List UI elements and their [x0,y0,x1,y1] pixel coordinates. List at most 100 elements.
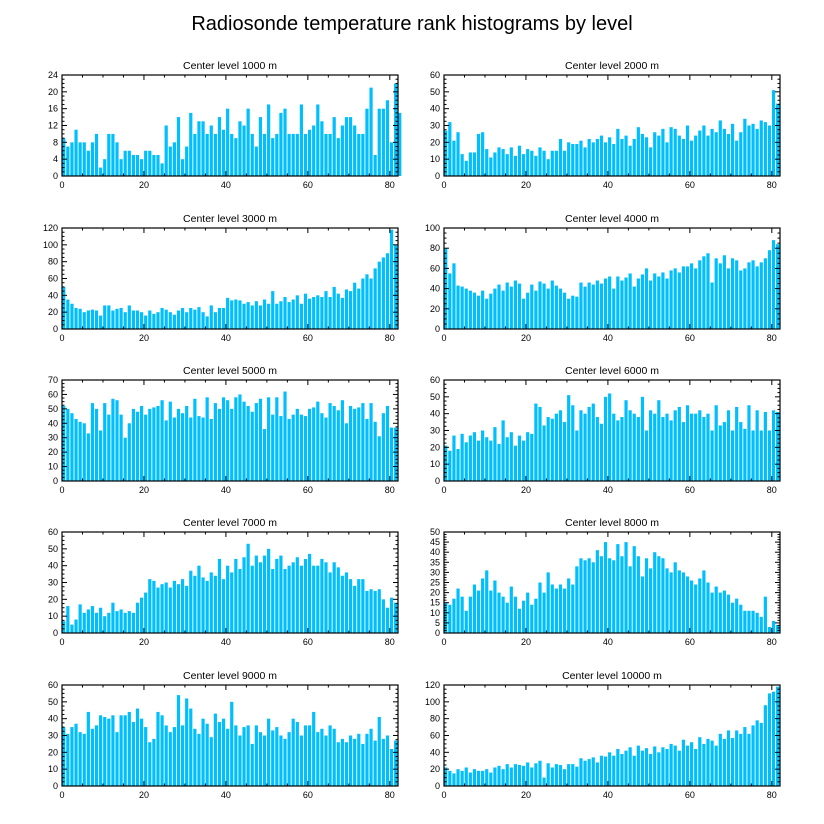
bar [603,142,608,176]
bar [279,301,283,329]
bar [209,125,213,176]
bar [476,133,481,176]
bar [624,750,628,786]
bar [640,396,645,481]
bar [690,413,694,481]
bar [755,128,759,176]
bar [344,742,349,786]
bar [755,612,759,633]
bar [340,400,344,481]
bar [550,280,554,329]
bar [562,292,567,329]
bar [735,730,739,786]
bar [115,400,119,481]
bar [320,558,324,633]
bar [726,268,731,329]
bar [258,305,263,329]
bar [690,580,694,633]
bar [575,766,579,786]
bar [718,120,722,176]
bar [160,400,164,481]
bar [377,436,381,481]
bar [230,572,234,633]
bar [653,746,657,786]
bar [767,430,772,481]
bar [267,397,271,481]
bar [299,565,304,633]
bar [661,272,665,329]
bar [135,411,140,481]
bar [591,142,595,176]
y-tick-label: 30 [48,731,58,741]
bar [180,579,185,633]
bar [365,418,369,481]
y-tick-label: 10 [430,154,440,164]
bar [620,556,624,633]
bar [526,149,530,176]
bar [481,578,485,633]
panel-9: Center level 9000 m 0 10 20 30 40 50 60 0 20 40 60 8… [48,670,399,800]
bar [82,142,86,176]
y-tick-label: 30 [48,433,58,443]
bar [677,272,681,329]
bar [78,421,82,481]
bar [460,154,464,176]
bar [735,140,739,176]
bar [509,432,513,481]
bar [336,138,340,177]
bar [385,405,390,481]
bar [776,411,780,481]
bar [70,303,74,329]
bar [747,405,751,481]
bar [180,413,185,481]
bar [344,423,349,481]
bar [353,408,357,481]
x-tick-label: 40 [221,180,231,190]
bar [640,133,645,176]
bar [66,733,70,786]
bar [669,270,673,329]
bar [209,572,213,633]
panel-title: Center level 4000 m [565,213,659,225]
bar [706,738,710,786]
bar [763,705,767,786]
bar [730,258,735,329]
bar [538,147,542,176]
bar [599,755,604,786]
bar [152,738,156,786]
bar [254,146,258,176]
panel-title: Center level 7000 m [183,517,277,529]
bar [755,720,759,786]
bar [123,715,127,786]
bar [456,588,460,633]
x-tick-label: 0 [59,180,64,190]
y-tick-label: 10 [430,459,440,469]
bar [176,310,181,329]
bar [603,278,608,329]
bar [554,150,558,176]
x-tick-label: 40 [603,485,613,495]
bar [246,108,250,176]
bar [365,733,369,786]
bar [361,403,365,481]
bar [587,406,591,481]
bar [295,557,299,633]
bar [624,277,628,329]
bar [583,413,587,481]
bar [246,302,250,329]
bar [616,748,620,786]
bar [107,414,111,481]
bar [389,229,394,329]
bar [197,416,201,481]
bar [489,772,493,786]
bar [763,411,767,481]
bar [517,608,522,633]
bar [497,765,501,786]
bar [628,145,632,176]
bar [620,754,624,786]
y-tick-label: 20 [430,442,440,452]
x-tick-label: 20 [521,333,531,343]
bar [722,128,726,176]
bar [324,562,328,633]
y-tick-label: 70 [48,375,58,385]
